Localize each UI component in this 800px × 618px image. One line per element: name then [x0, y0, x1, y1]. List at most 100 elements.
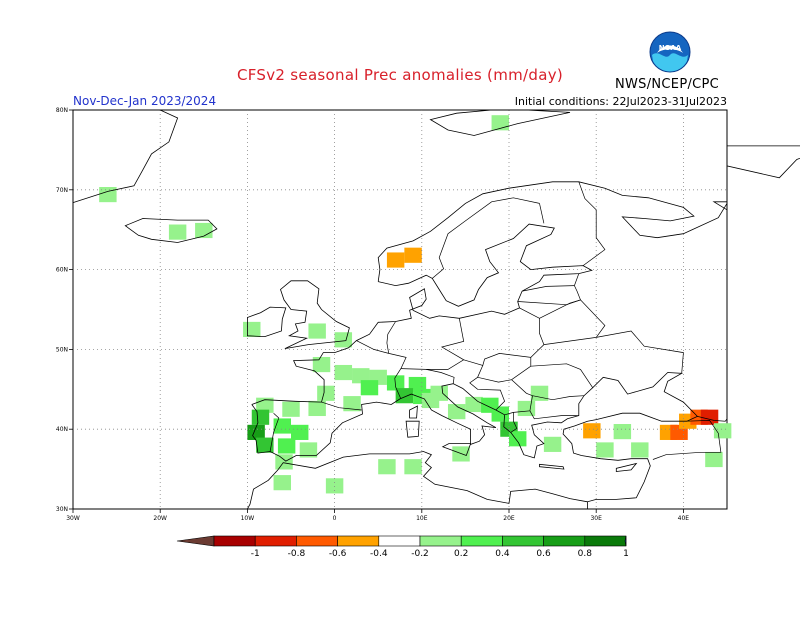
anomaly-cell	[700, 409, 719, 425]
country-border	[426, 369, 455, 384]
noaa-logo-icon: NOAA	[649, 31, 691, 73]
anomaly-cell	[273, 475, 291, 491]
colorbar-swatch	[584, 535, 627, 547]
country-border	[356, 340, 407, 400]
country-border	[539, 203, 545, 224]
country-border	[469, 377, 506, 411]
country-border	[697, 416, 728, 422]
anomaly-cell	[404, 459, 422, 475]
map-frame	[72, 109, 728, 510]
coastline	[615, 462, 638, 472]
colorbar-swatch	[502, 535, 544, 547]
anomaly-cell	[334, 332, 353, 348]
map-title: CFSv2 seasonal Prec anomalies (mm/day)	[236, 66, 564, 84]
lon-tick-label: 30E	[590, 515, 602, 522]
anomaly-cell	[325, 478, 344, 494]
coastline	[539, 463, 565, 470]
anomaly-cell	[243, 321, 261, 338]
anomaly-cell	[517, 400, 536, 417]
anomaly-cell	[299, 442, 318, 458]
lon-tick-label: 30W	[66, 515, 80, 522]
colorbar-swatch	[254, 535, 297, 547]
country-border	[652, 420, 722, 460]
colorbar-swatch	[296, 535, 338, 547]
lon-tick-label: 20W	[153, 515, 167, 522]
anomaly-cell	[613, 424, 632, 440]
lon-tick-label: 20E	[503, 515, 515, 522]
lat-tick-label: 30N	[56, 506, 68, 513]
country-border	[432, 197, 540, 279]
anomaly-cell	[352, 368, 370, 384]
coastline	[280, 280, 350, 349]
country-border	[532, 395, 585, 401]
coastline	[251, 372, 699, 509]
anomaly-cell	[421, 392, 440, 409]
anomaly-cell	[256, 437, 274, 453]
anomaly-cell	[291, 424, 309, 440]
coastline	[72, 109, 179, 204]
anomaly-cell	[705, 451, 723, 468]
country-border	[477, 357, 532, 383]
colorbar-max-arrow	[624, 535, 627, 547]
coastline	[726, 145, 800, 179]
anomaly-cell	[404, 247, 422, 263]
country-border	[517, 273, 581, 306]
anomaly-cell	[447, 404, 466, 420]
coastline	[405, 420, 420, 438]
colorbar-label: -0.8	[288, 549, 306, 559]
lon-tick-label: 0	[333, 515, 337, 522]
coastline	[124, 218, 218, 243]
colorbar-swatch	[213, 535, 256, 547]
anomaly-cell	[596, 442, 614, 458]
anomaly-cell	[275, 454, 293, 470]
anomaly-cell	[334, 364, 353, 381]
country-border	[522, 285, 575, 292]
anomaly-cell	[360, 380, 379, 396]
country-border	[543, 330, 684, 374]
coastline	[247, 451, 588, 510]
coastline	[429, 109, 571, 136]
axis-ticks: 80N 70N 60N 50N 40N 30N 30W 20W 10W 0 10E 20E 30E 40E	[56, 107, 689, 522]
anomaly-cell	[509, 431, 527, 447]
initial-conditions: Initial conditions: 22Jul2023-31Jul2023	[514, 95, 727, 108]
colorbar-swatch	[337, 535, 380, 547]
country-border	[386, 321, 396, 354]
anomaly-cell	[99, 187, 117, 203]
logo-text: NOAA	[659, 44, 682, 52]
anomaly-cell	[631, 442, 649, 458]
grid-lines	[73, 110, 727, 509]
anomaly-cell	[583, 423, 601, 439]
anomaly-cell	[282, 401, 300, 417]
anomaly-cell	[465, 396, 483, 413]
anomaly-cell	[168, 224, 187, 240]
colorbar-label: -0.4	[370, 549, 388, 559]
colorbar-swatch	[543, 535, 586, 547]
forecast-period: Nov-Dec-Jan 2023/2024	[73, 94, 217, 108]
country-border	[530, 363, 593, 388]
colorbar-label: 1	[623, 549, 629, 559]
colorbar-swatch	[460, 535, 503, 547]
anomaly-cell	[395, 388, 414, 404]
coastline	[409, 405, 418, 419]
anomaly-cell	[308, 400, 326, 417]
lon-tick-label: 10E	[416, 515, 428, 522]
anomaly-cell	[378, 459, 396, 475]
colorbar-label: -1	[251, 549, 260, 559]
coastline	[247, 306, 287, 338]
anomaly-cell	[317, 385, 335, 401]
anomaly-cell	[343, 396, 361, 412]
lat-tick-label: 70N	[56, 187, 68, 194]
anomaly-cell	[312, 356, 331, 373]
colorbar-swatch	[419, 535, 462, 547]
lat-tick-label: 60N	[56, 267, 68, 274]
anomaly-cell	[247, 424, 265, 440]
country-border	[321, 401, 362, 411]
anomaly-cell	[386, 375, 405, 391]
lon-tick-label: 40E	[678, 515, 690, 522]
anomaly-cell	[530, 385, 549, 401]
anomaly-cell	[308, 323, 326, 339]
colorbar-label: 0.2	[454, 549, 468, 559]
anomaly-cell	[273, 418, 291, 434]
colorbar-label: 0.4	[495, 549, 510, 559]
